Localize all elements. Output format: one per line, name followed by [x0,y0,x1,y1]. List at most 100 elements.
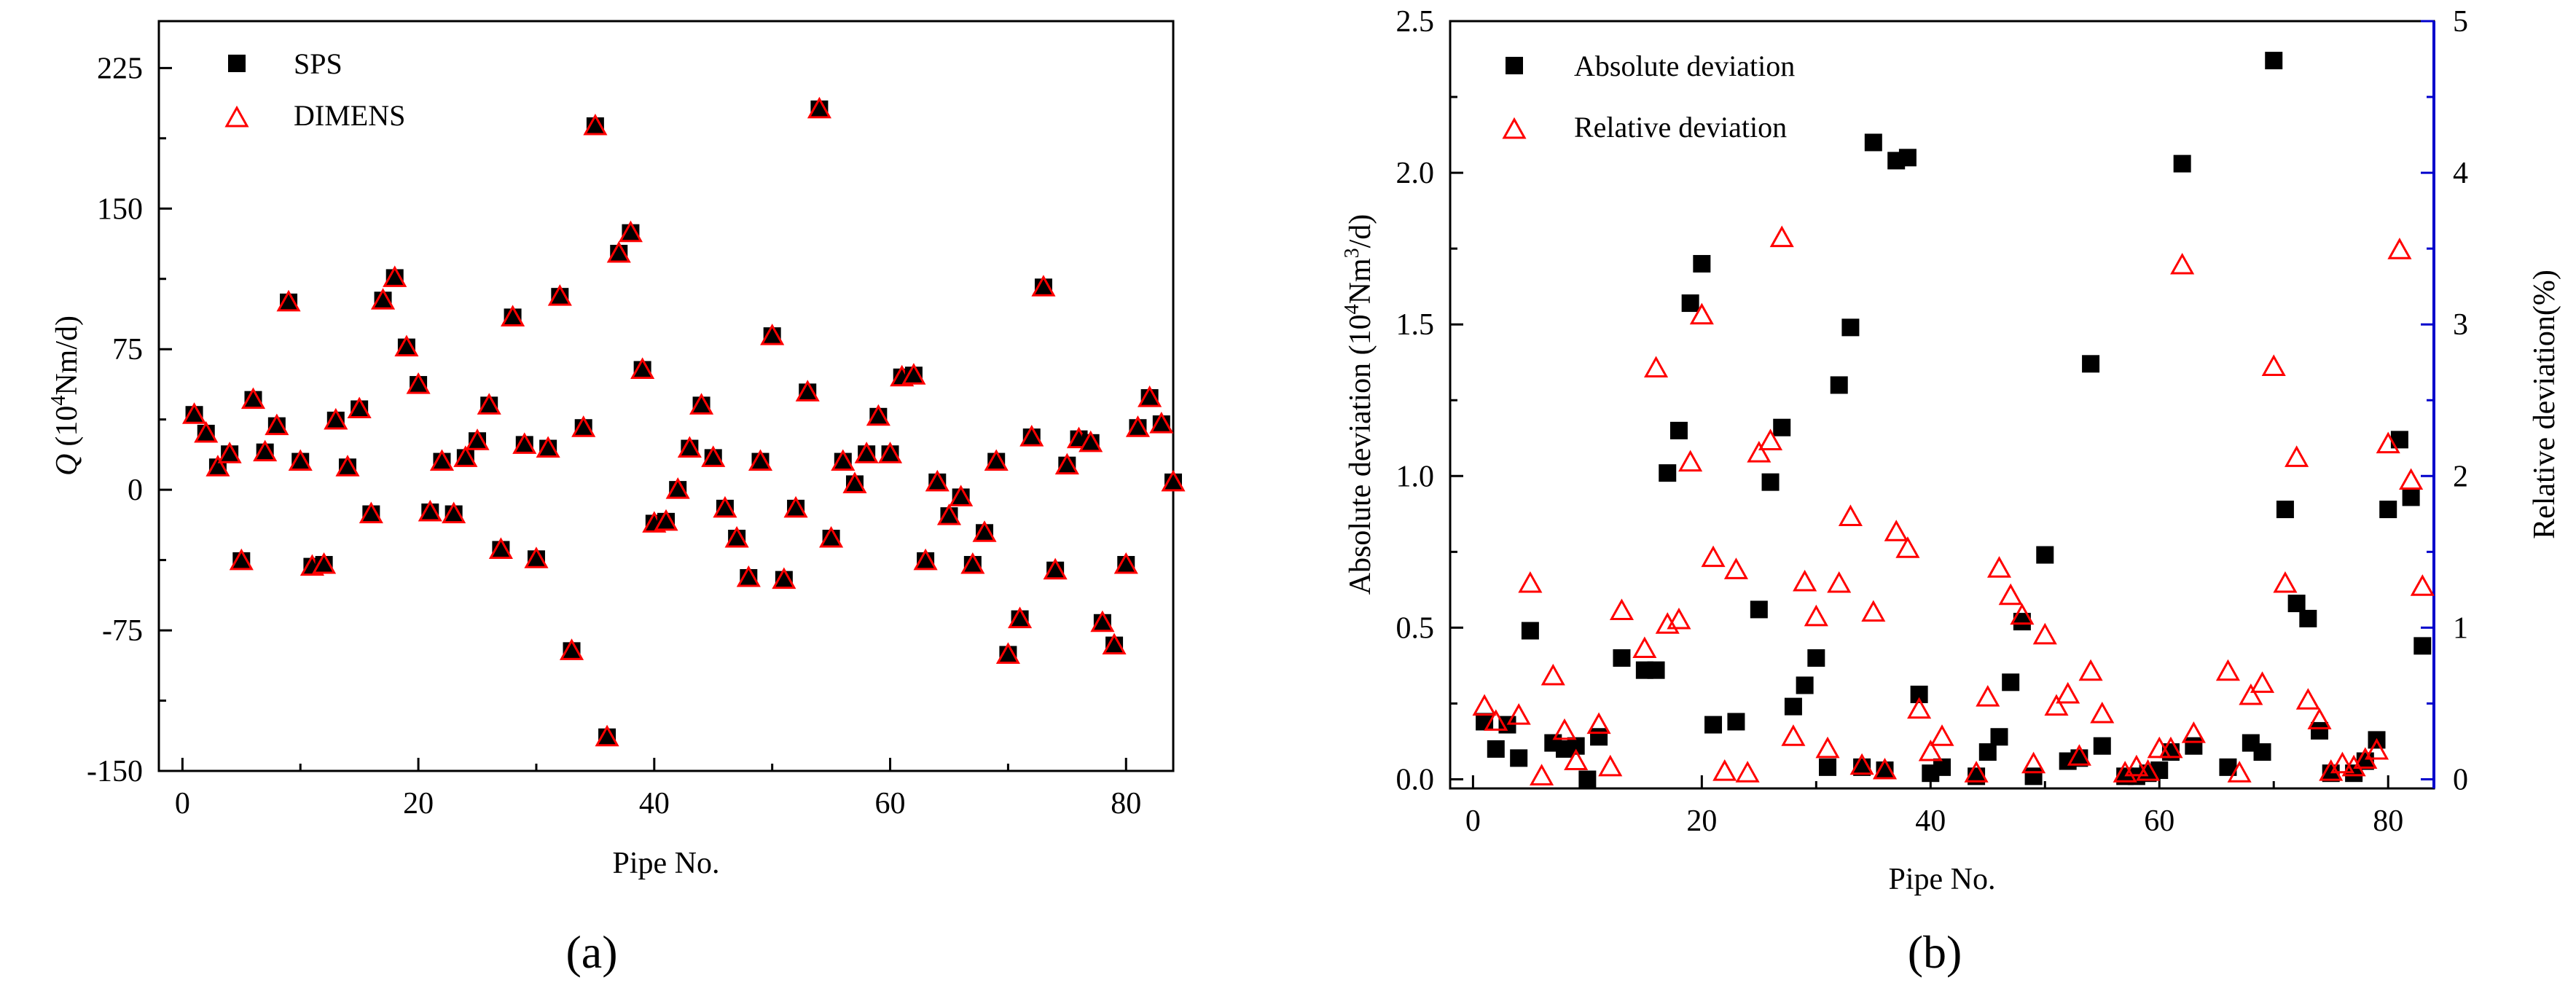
dimens-point [1054,453,1079,475]
panel-a: 0 20 40 60 80 -150 -75 0 75 150 225 SPS DIMENS Pi… [47,20,1186,978]
x-tick-label: 60 [875,787,906,820]
dimens-point [748,449,773,471]
x-tick-label: 0 [175,787,190,820]
panel-a-y-ticks: -150 -75 0 75 150 225 [87,52,172,788]
dimens-point [370,288,396,310]
right-y-tick-label: 4 [2453,157,2468,190]
x-tick-label: 20 [1686,804,1717,838]
absolute-deviation-point [1578,770,1597,788]
relative-deviation-point [1689,302,1714,325]
absolute-deviation-point [2002,673,2020,692]
absolute-deviation-point [2390,431,2408,449]
dimens-point [901,363,926,385]
y-tick-label: 75 [112,333,143,367]
relative-deviation-point [1964,761,1989,783]
relative-deviation-point [2215,659,2241,681]
dimens-point [477,393,501,415]
absolute-deviation-point [2082,355,2100,373]
panel-b-label: (b) [1908,926,1962,978]
dimens-point [736,565,761,587]
relative-deviation-point [1998,583,2023,606]
relative-deviation-point [1506,703,1531,725]
dimens-point [630,357,655,379]
relative-deviation-point [1907,697,1932,719]
panel-b-left-y-ticks: 0.0 0.5 1.0 1.5 2.0 2.5 [1396,5,1463,797]
left-y-tick-label: 0.5 [1396,611,1435,645]
panel-b-legend: Absolute deviation Relative deviation [1502,50,1795,144]
relative-deviation-point [1758,428,1783,450]
relative-deviation-point [2010,603,2035,625]
dimens-point [536,436,560,458]
absolute-deviation-point [1933,758,1951,776]
dimens-point [194,420,219,443]
relative-deviation-point [2364,737,2389,760]
dimens-point [654,509,678,531]
relative-deviation-point [1518,571,1543,593]
panel-b-right-y-ticks: 0 1 2 3 4 5 [2421,5,2468,797]
relative-deviation-point [1723,557,1749,579]
relative-deviation-point [1678,450,1703,472]
absolute-deviation-point [1487,740,1505,758]
dimens-point [842,471,867,493]
absolute-deviation-point [2265,52,2283,70]
relative-deviation-point [2295,688,2320,710]
dimens-point [854,442,879,463]
dimens-point [936,504,962,525]
dimens-point [1043,557,1068,580]
panel-b-x-axis-label: Pipe No. [1889,863,1996,896]
dimens-point [618,220,643,243]
absolute-deviation-point [1704,716,1723,734]
dimens-point [488,537,513,559]
panel-b-x-ticks: 0 20 40 60 80 [1465,775,2403,838]
panel-b: 0 20 40 60 80 0.0 0.5 1.0 1.5 2.0 2.5 0 1 2 3 4 5 Abso… [1341,5,2561,978]
relative-deviation-point [2113,761,2137,783]
left-y-tick-label: 0.0 [1396,764,1435,797]
dimens-point [512,432,537,454]
legend-sps-marker [228,55,246,72]
relative-deviation-point [1884,520,1908,541]
legend-dimens-marker [224,105,249,128]
relative-deviation-point [2056,681,2080,704]
dimens-point [1008,606,1033,629]
absolute-deviation-point [2379,501,2397,519]
relative-deviation-point [1484,709,1508,731]
absolute-deviation-point [2287,595,2306,613]
relative-deviation-point [2135,759,2161,781]
absolute-deviation-point [2311,721,2329,740]
relative-deviation-point [1643,356,1669,378]
legend-relative-label: Relative deviation [1574,111,1787,144]
dimens-point [819,525,844,548]
dimens-point [1102,632,1127,655]
dimens-point [713,495,737,518]
absolute-deviation-point [1784,697,1802,716]
absolute-deviation-point [2024,767,2043,786]
dimens-point [760,324,785,345]
absolute-deviation-point [1521,622,1539,640]
dimens-point [501,305,525,326]
dimens-point [1019,425,1044,447]
relative-deviation-point [1530,764,1554,786]
right-y-tick-label: 1 [2453,611,2468,645]
dimens-point [831,449,856,471]
relative-deviation-point [1667,607,1691,630]
panel-b-right-y-axis-label: Relative deviation(%) [2528,270,2561,539]
absolute-deviation-point [1968,767,1986,786]
relative-deviation-point [2090,701,2115,724]
x-tick-label: 80 [2373,804,2403,838]
panel-a-marks [181,96,1186,747]
dimens-point [571,415,596,437]
dimens-point [559,638,584,660]
x-tick-label: 40 [1915,804,1946,838]
relative-deviation-point [2285,445,2309,467]
dimens-point [1125,415,1151,437]
absolute-deviation-point [1510,749,1528,767]
absolute-deviation-point [1681,294,1699,313]
x-tick-label: 80 [1111,787,1141,820]
dimens-point [913,548,938,571]
relative-deviation-point [1540,663,1565,686]
legend-sps-label: SPS [294,47,342,80]
dimens-point [606,240,631,263]
dimens-point [312,552,337,574]
y-tick-label: -75 [102,614,143,648]
